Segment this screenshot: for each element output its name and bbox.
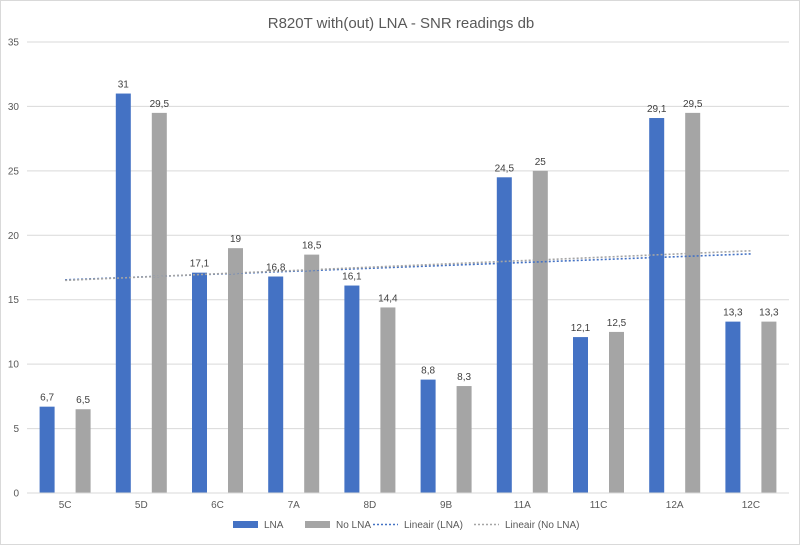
bar [685, 112, 701, 493]
data-label: 29,5 [150, 99, 170, 110]
y-tick-label: 20 [8, 231, 20, 242]
bar [456, 386, 472, 493]
data-label: 14,4 [378, 293, 398, 304]
data-label: 6,5 [76, 395, 90, 406]
trendline [65, 253, 751, 281]
legend-swatch [233, 521, 258, 528]
y-tick-label: 10 [8, 360, 20, 371]
x-tick-label: 5D [135, 500, 148, 511]
bar [151, 112, 167, 493]
data-label: 19 [230, 234, 242, 245]
data-label: 13,3 [759, 308, 779, 319]
data-label: 16,1 [342, 272, 362, 283]
bar [725, 321, 741, 493]
y-tick-label: 25 [8, 166, 20, 177]
trendline [65, 249, 751, 282]
bar [609, 331, 624, 493]
y-tick-label: 35 [8, 38, 20, 49]
data-label: 29,5 [683, 99, 703, 110]
bars [39, 93, 777, 494]
x-tick-label: 12A [666, 500, 684, 511]
data-labels: 6,7 6,5 31 29,5 17,1 19 16,8 18,5 16,1 14,4 8,8 8,3… [40, 80, 779, 407]
data-label: 16,8 [266, 263, 286, 274]
data-label: 18,5 [302, 241, 322, 252]
data-label: 31 [118, 80, 130, 91]
y-tick-label: 15 [8, 295, 20, 306]
chart-title: R820T with(out) LNA - SNR readings db [268, 15, 535, 32]
data-label: 29,1 [647, 104, 667, 115]
y-tick-label: 5 [13, 424, 19, 435]
legend-label: Lineair (No LNA) [505, 520, 579, 531]
bar [228, 248, 243, 493]
bar [268, 276, 284, 493]
x-tick-label: 7A [288, 500, 301, 511]
data-label: 25 [535, 157, 547, 168]
x-tick-label: 5C [59, 500, 72, 511]
x-tick-label: 9B [440, 500, 453, 511]
y-tick-label: 0 [13, 489, 19, 500]
x-axis: 5C 5D 6C 7A 8D 9B 11A 11C 12A 12C [27, 492, 789, 511]
grid-lines [27, 41, 789, 494]
bar [75, 409, 91, 493]
bar [573, 337, 588, 493]
data-label: 8,3 [457, 372, 471, 383]
bar [380, 307, 396, 493]
bar [304, 254, 320, 493]
data-label: 13,3 [723, 308, 743, 319]
bar [761, 321, 777, 493]
legend-label: LNA [264, 520, 284, 531]
bar [649, 118, 665, 494]
x-tick-label: 6C [211, 500, 224, 511]
trendlines [65, 249, 751, 282]
legend-swatch [305, 521, 330, 528]
bar [496, 177, 512, 494]
data-label: 8,8 [421, 366, 435, 377]
x-tick-label: 11A [514, 500, 531, 511]
x-tick-label: 12C [742, 500, 760, 511]
data-label: 12,5 [607, 318, 627, 329]
bar [192, 272, 207, 493]
data-label: 24,5 [495, 163, 515, 174]
data-label: 12,1 [571, 323, 591, 334]
bar [39, 406, 55, 493]
y-axis: 0 5 10 15 20 25 30 35 [8, 38, 20, 500]
legend-label: No LNA [336, 520, 371, 531]
legend: LNA No LNA Lineair (LNA) Lineair (No LNA) [233, 520, 579, 531]
bar [532, 170, 548, 493]
y-tick-label: 30 [8, 102, 20, 113]
x-tick-label: 11C [590, 500, 608, 511]
bar [420, 379, 436, 493]
bar [344, 285, 360, 493]
data-label: 17,1 [190, 259, 210, 270]
bar [115, 93, 131, 494]
legend-label: Lineair (LNA) [404, 520, 463, 531]
x-tick-label: 8D [364, 500, 377, 511]
data-label: 6,7 [40, 393, 54, 404]
